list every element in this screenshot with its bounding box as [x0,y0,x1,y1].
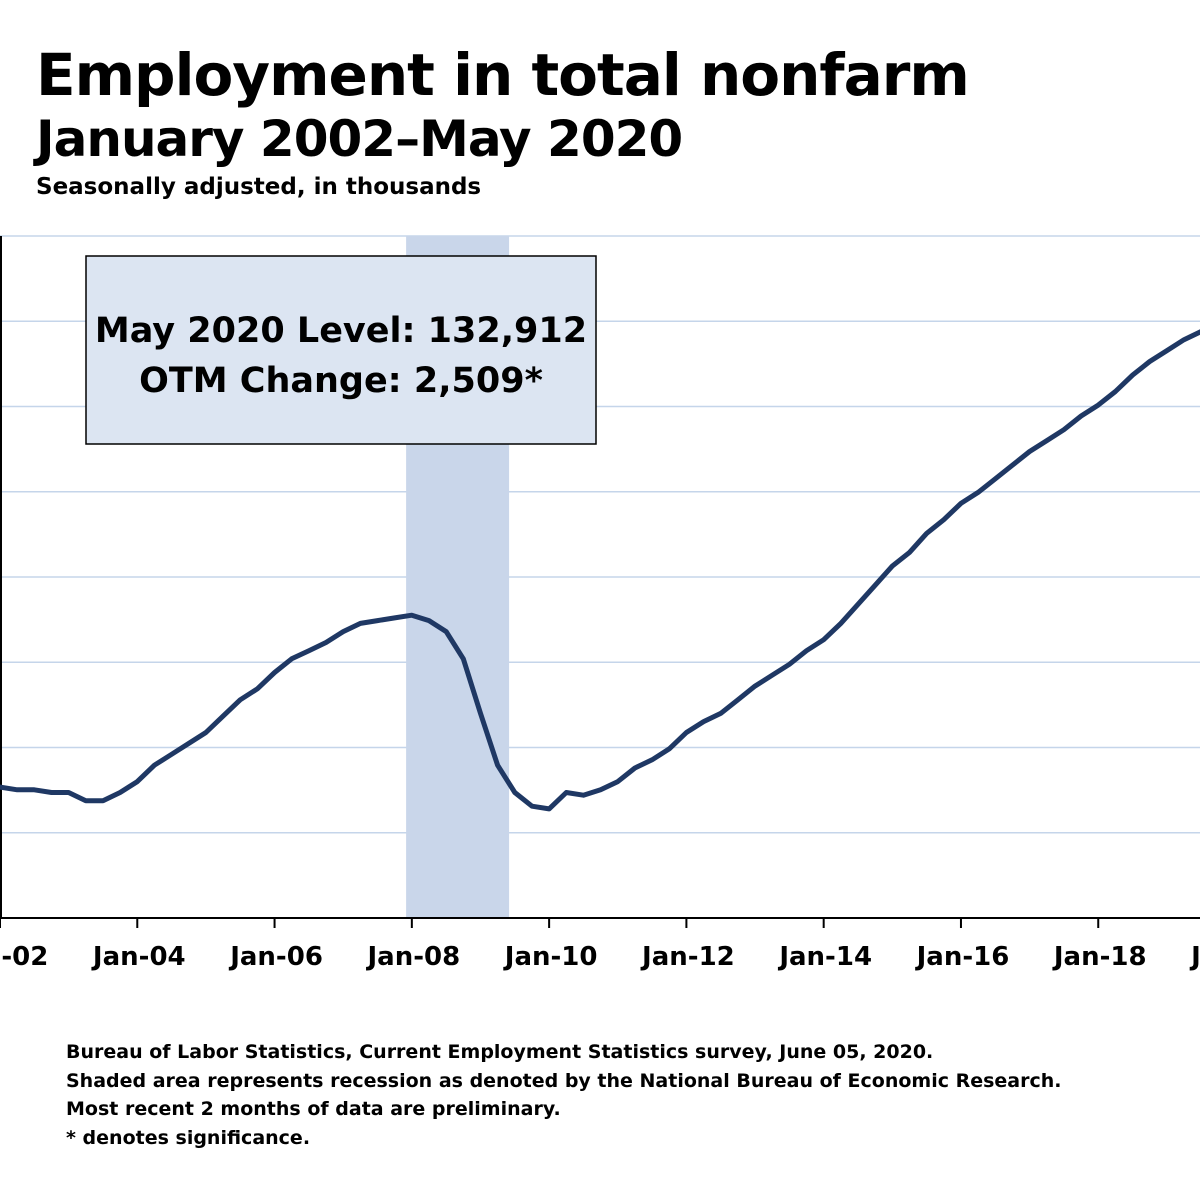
x-tick-label: Jan-12 [640,942,735,972]
chart-title: Employment in total nonfarm [36,41,970,109]
chart-footer: Bureau of Labor Statistics, Current Empl… [66,1038,1062,1152]
x-axis-tick-labels: Jan-02 Jan-04 Jan-06 Jan-08 Jan-10 Jan-12 Jan-… [0,942,1200,972]
callout-level-text: May 2020 Level: 132,912 [95,311,587,351]
footer-significance-note: * denotes significance. [66,1126,311,1149]
series-line [0,329,1200,812]
footer-source: Bureau of Labor Statistics, Current Empl… [66,1041,934,1063]
x-tick-label: Jan-06 [228,942,323,972]
callout-background [85,255,597,445]
x-tick-label: Jan-02 [0,942,48,972]
x-tick-label: Jan-18 [1052,942,1147,972]
line-chart: Jan-02 Jan-04 Jan-06 Jan-08 Jan-10 Jan-12 Jan-… [0,235,1200,972]
x-axis-ticks [0,918,1100,928]
x-tick-label: Jan-14 [777,942,872,972]
footer-recession-note: Shaded area represents recession as deno… [66,1069,1062,1092]
x-tick-label: Jan-20 [1189,942,1200,972]
chart-units-note: Seasonally adjusted, in thousands [36,174,482,200]
x-tick-label: Jan-10 [503,942,598,972]
chart-subtitle: January 2002–May 2020 [36,110,683,168]
x-tick-label: Jan-08 [365,942,460,972]
footer-preliminary-note: Most recent 2 months of data are prelimi… [66,1098,561,1121]
x-tick-label: Jan-16 [915,942,1010,972]
callout-change-text: OTM Change: 2,509* [139,361,543,401]
x-tick-label: Jan-04 [91,942,186,972]
callout-box: May 2020 Level: 132,912 OTM Change: 2,50… [85,255,597,445]
